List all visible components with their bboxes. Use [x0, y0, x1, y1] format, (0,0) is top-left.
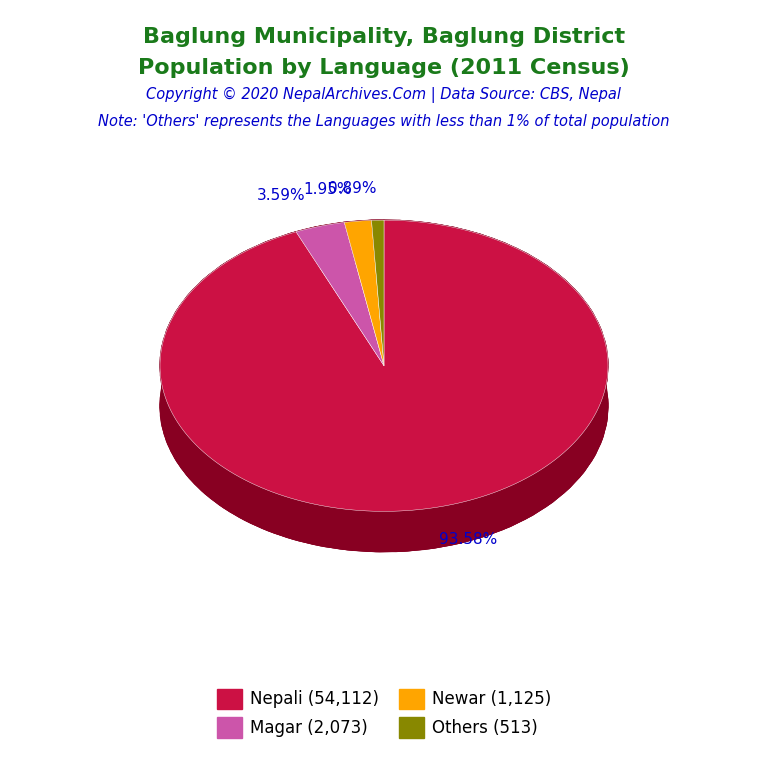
Text: Note: 'Others' represents the Languages with less than 1% of total population: Note: 'Others' represents the Languages … [98, 114, 670, 129]
Polygon shape [344, 220, 384, 366]
Polygon shape [296, 223, 384, 366]
Text: Copyright © 2020 NepalArchives.Com | Data Source: CBS, Nepal: Copyright © 2020 NepalArchives.Com | Dat… [147, 87, 621, 103]
Legend: Nepali (54,112), Magar (2,073), Newar (1,125), Others (513): Nepali (54,112), Magar (2,073), Newar (1… [210, 682, 558, 744]
Polygon shape [160, 220, 608, 511]
Polygon shape [372, 220, 384, 366]
Text: Baglung Municipality, Baglung District: Baglung Municipality, Baglung District [143, 27, 625, 47]
Polygon shape [296, 220, 384, 272]
Text: 93.58%: 93.58% [439, 532, 497, 548]
Text: 1.95%: 1.95% [303, 182, 353, 197]
Polygon shape [161, 220, 608, 551]
Text: Population by Language (2011 Census): Population by Language (2011 Census) [138, 58, 630, 78]
Text: 3.59%: 3.59% [257, 188, 306, 203]
Text: 0.89%: 0.89% [328, 180, 376, 196]
Polygon shape [160, 220, 607, 551]
Polygon shape [160, 220, 608, 551]
